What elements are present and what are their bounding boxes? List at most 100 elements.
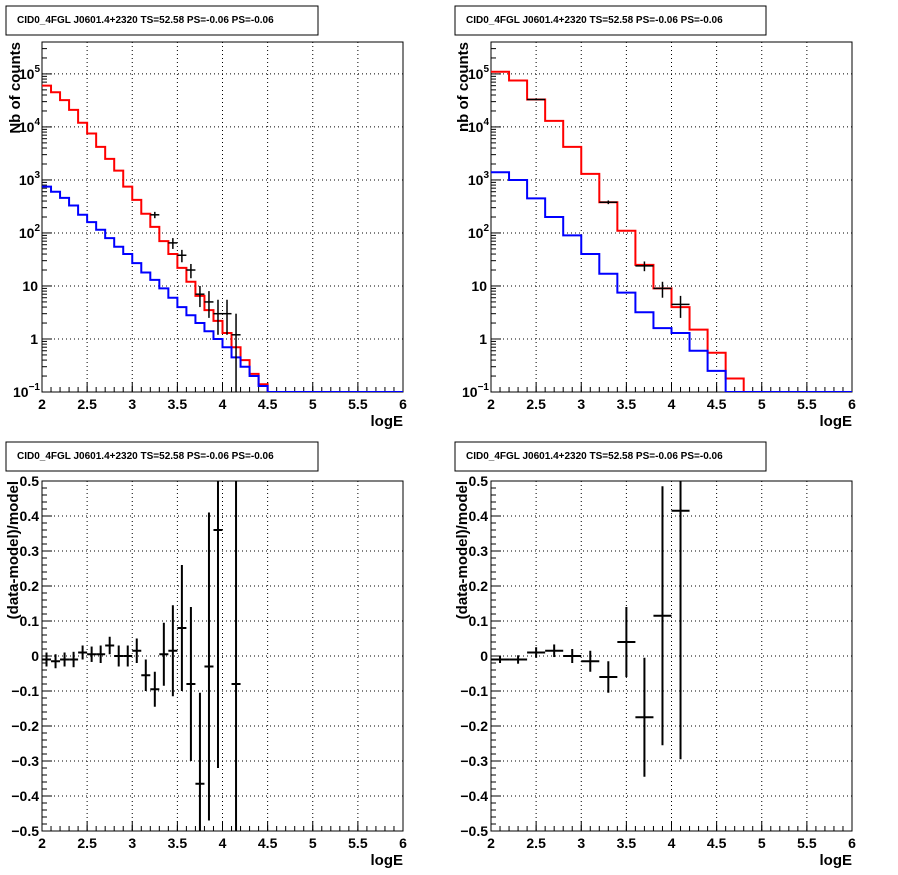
title-box (454, 441, 767, 472)
panel-residuals-fine-binning: CID0_4FGL J0601.4+2320 TS=52.58 PS=-0.06… (5, 441, 407, 869)
y-tick-label: 0 (480, 648, 488, 664)
y-tick-label: −0.4 (460, 788, 488, 804)
plot-data-area (42, 84, 403, 392)
x-tick-label: 6 (848, 396, 856, 412)
y-tick-label: 10−1 (13, 382, 40, 400)
series-source-model-line (491, 171, 852, 392)
y-tick-exponent: 2 (34, 223, 40, 234)
chart-title: CID0_4FGL J0601.4+2320 TS=52.58 PS=-0.06… (466, 15, 723, 26)
x-tick-label: 3 (577, 835, 585, 851)
x-tick-label: 6 (399, 396, 407, 412)
x-tick-label: 4.5 (707, 396, 727, 412)
y-tick-base: 10 (468, 225, 484, 241)
y-tick-label: −0.4 (11, 788, 39, 804)
y-tick-base: 10 (468, 119, 484, 135)
plot-data-area (491, 481, 690, 777)
y-tick-base: 10 (468, 172, 484, 188)
x-tick-label: 6 (399, 835, 407, 851)
x-axis-title: logE (820, 413, 853, 430)
y-tick-label: 0.3 (469, 543, 489, 559)
y-tick-label: 102 (468, 223, 490, 241)
y-tick-label: 105 (19, 64, 41, 82)
x-tick-label: 2.5 (526, 835, 546, 851)
x-tick-label: 2.5 (526, 396, 546, 412)
y-tick-label: 0.2 (20, 578, 40, 594)
x-axis-title: logE (820, 852, 853, 869)
x-axis-title: logE (371, 852, 404, 869)
x-tick-label: 2 (487, 835, 495, 851)
y-tick-base: 10 (19, 172, 35, 188)
y-tick-label: 10 (471, 278, 487, 294)
y-tick-base: 10 (19, 66, 35, 82)
y-tick-base: 10 (13, 384, 29, 400)
y-tick-exponent: −1 (29, 382, 41, 393)
y-tick-exponent: 2 (483, 223, 489, 234)
y-axis-title: (data-model)/model (5, 481, 22, 619)
y-tick-label: 104 (19, 117, 41, 135)
x-tick-label: 5.5 (348, 835, 368, 851)
panel-spectrum-coarse-binning: CID0_4FGL J0601.4+2320 TS=52.58 PS=-0.06… (454, 5, 856, 430)
x-tick-label: 4.5 (707, 835, 727, 851)
panel-spectrum-fine-binning: CID0_4FGL J0601.4+2320 TS=52.58 PS=-0.06… (5, 5, 407, 430)
x-tick-label: 2 (38, 396, 46, 412)
y-axis-title: (data-model)/model (454, 481, 471, 619)
y-tick-exponent: 4 (34, 117, 40, 128)
x-axis-title: logE (371, 413, 404, 430)
y-axis-title: nb of counts (455, 42, 472, 132)
panel-residuals-coarse-binning: CID0_4FGL J0601.4+2320 TS=52.58 PS=-0.06… (454, 441, 856, 869)
title-box (454, 5, 767, 36)
x-tick-label: 5 (758, 835, 766, 851)
x-tick-label: 4 (219, 835, 227, 851)
y-tick-exponent: 5 (483, 64, 489, 75)
y-tick-label: 103 (468, 170, 490, 188)
y-tick-label: 0.1 (20, 613, 40, 629)
y-axis-title: Nb of counts (7, 42, 24, 134)
x-tick-label: 3.5 (617, 396, 637, 412)
series-total-model-line (491, 70, 852, 392)
x-tick-label: 5 (309, 396, 317, 412)
y-tick-label: −0.3 (11, 753, 39, 769)
x-tick-label: 3.5 (617, 835, 637, 851)
y-tick-label: −0.2 (11, 718, 39, 734)
plot-data-area (491, 70, 852, 392)
y-tick-label: 103 (19, 170, 41, 188)
y-tick-label: 0.2 (469, 578, 489, 594)
y-tick-label: 1 (479, 331, 487, 347)
y-tick-label: 0.4 (20, 508, 40, 524)
x-tick-label: 3.5 (168, 396, 188, 412)
y-tick-label: −0.5 (11, 823, 39, 839)
y-tick-label: −0.5 (460, 823, 488, 839)
y-tick-label: −0.1 (11, 683, 39, 699)
y-tick-label: 0.4 (469, 508, 489, 524)
y-tick-label: −0.1 (460, 683, 488, 699)
y-tick-exponent: 4 (483, 117, 489, 128)
y-tick-label: 1 (30, 331, 38, 347)
y-tick-label: 0 (31, 648, 39, 664)
x-tick-label: 3 (128, 835, 136, 851)
y-tick-base: 10 (468, 66, 484, 82)
x-tick-label: 6 (848, 835, 856, 851)
y-tick-base: 10 (19, 119, 35, 135)
x-tick-label: 2.5 (77, 835, 97, 851)
x-tick-label: 5.5 (797, 835, 817, 851)
x-tick-label: 4.5 (258, 396, 278, 412)
x-tick-label: 3.5 (168, 835, 188, 851)
x-tick-label: 2.5 (77, 396, 97, 412)
x-tick-label: 5 (309, 835, 317, 851)
y-tick-base: 10 (19, 225, 35, 241)
y-tick-label: 0.1 (469, 613, 489, 629)
plot-data-area (42, 481, 241, 831)
x-tick-label: 2 (38, 835, 46, 851)
chart-title: CID0_4FGL J0601.4+2320 TS=52.58 PS=-0.06… (466, 451, 723, 462)
x-tick-label: 5.5 (797, 396, 817, 412)
y-tick-exponent: 5 (34, 64, 40, 75)
series-source-model-line (42, 185, 403, 392)
series-total-model-line (42, 84, 403, 392)
x-tick-label: 4 (668, 396, 676, 412)
y-tick-label: 0.5 (469, 473, 489, 489)
y-tick-label: 10−1 (462, 382, 489, 400)
x-tick-label: 5.5 (348, 396, 368, 412)
y-tick-label: 105 (468, 64, 490, 82)
x-tick-label: 2 (487, 396, 495, 412)
